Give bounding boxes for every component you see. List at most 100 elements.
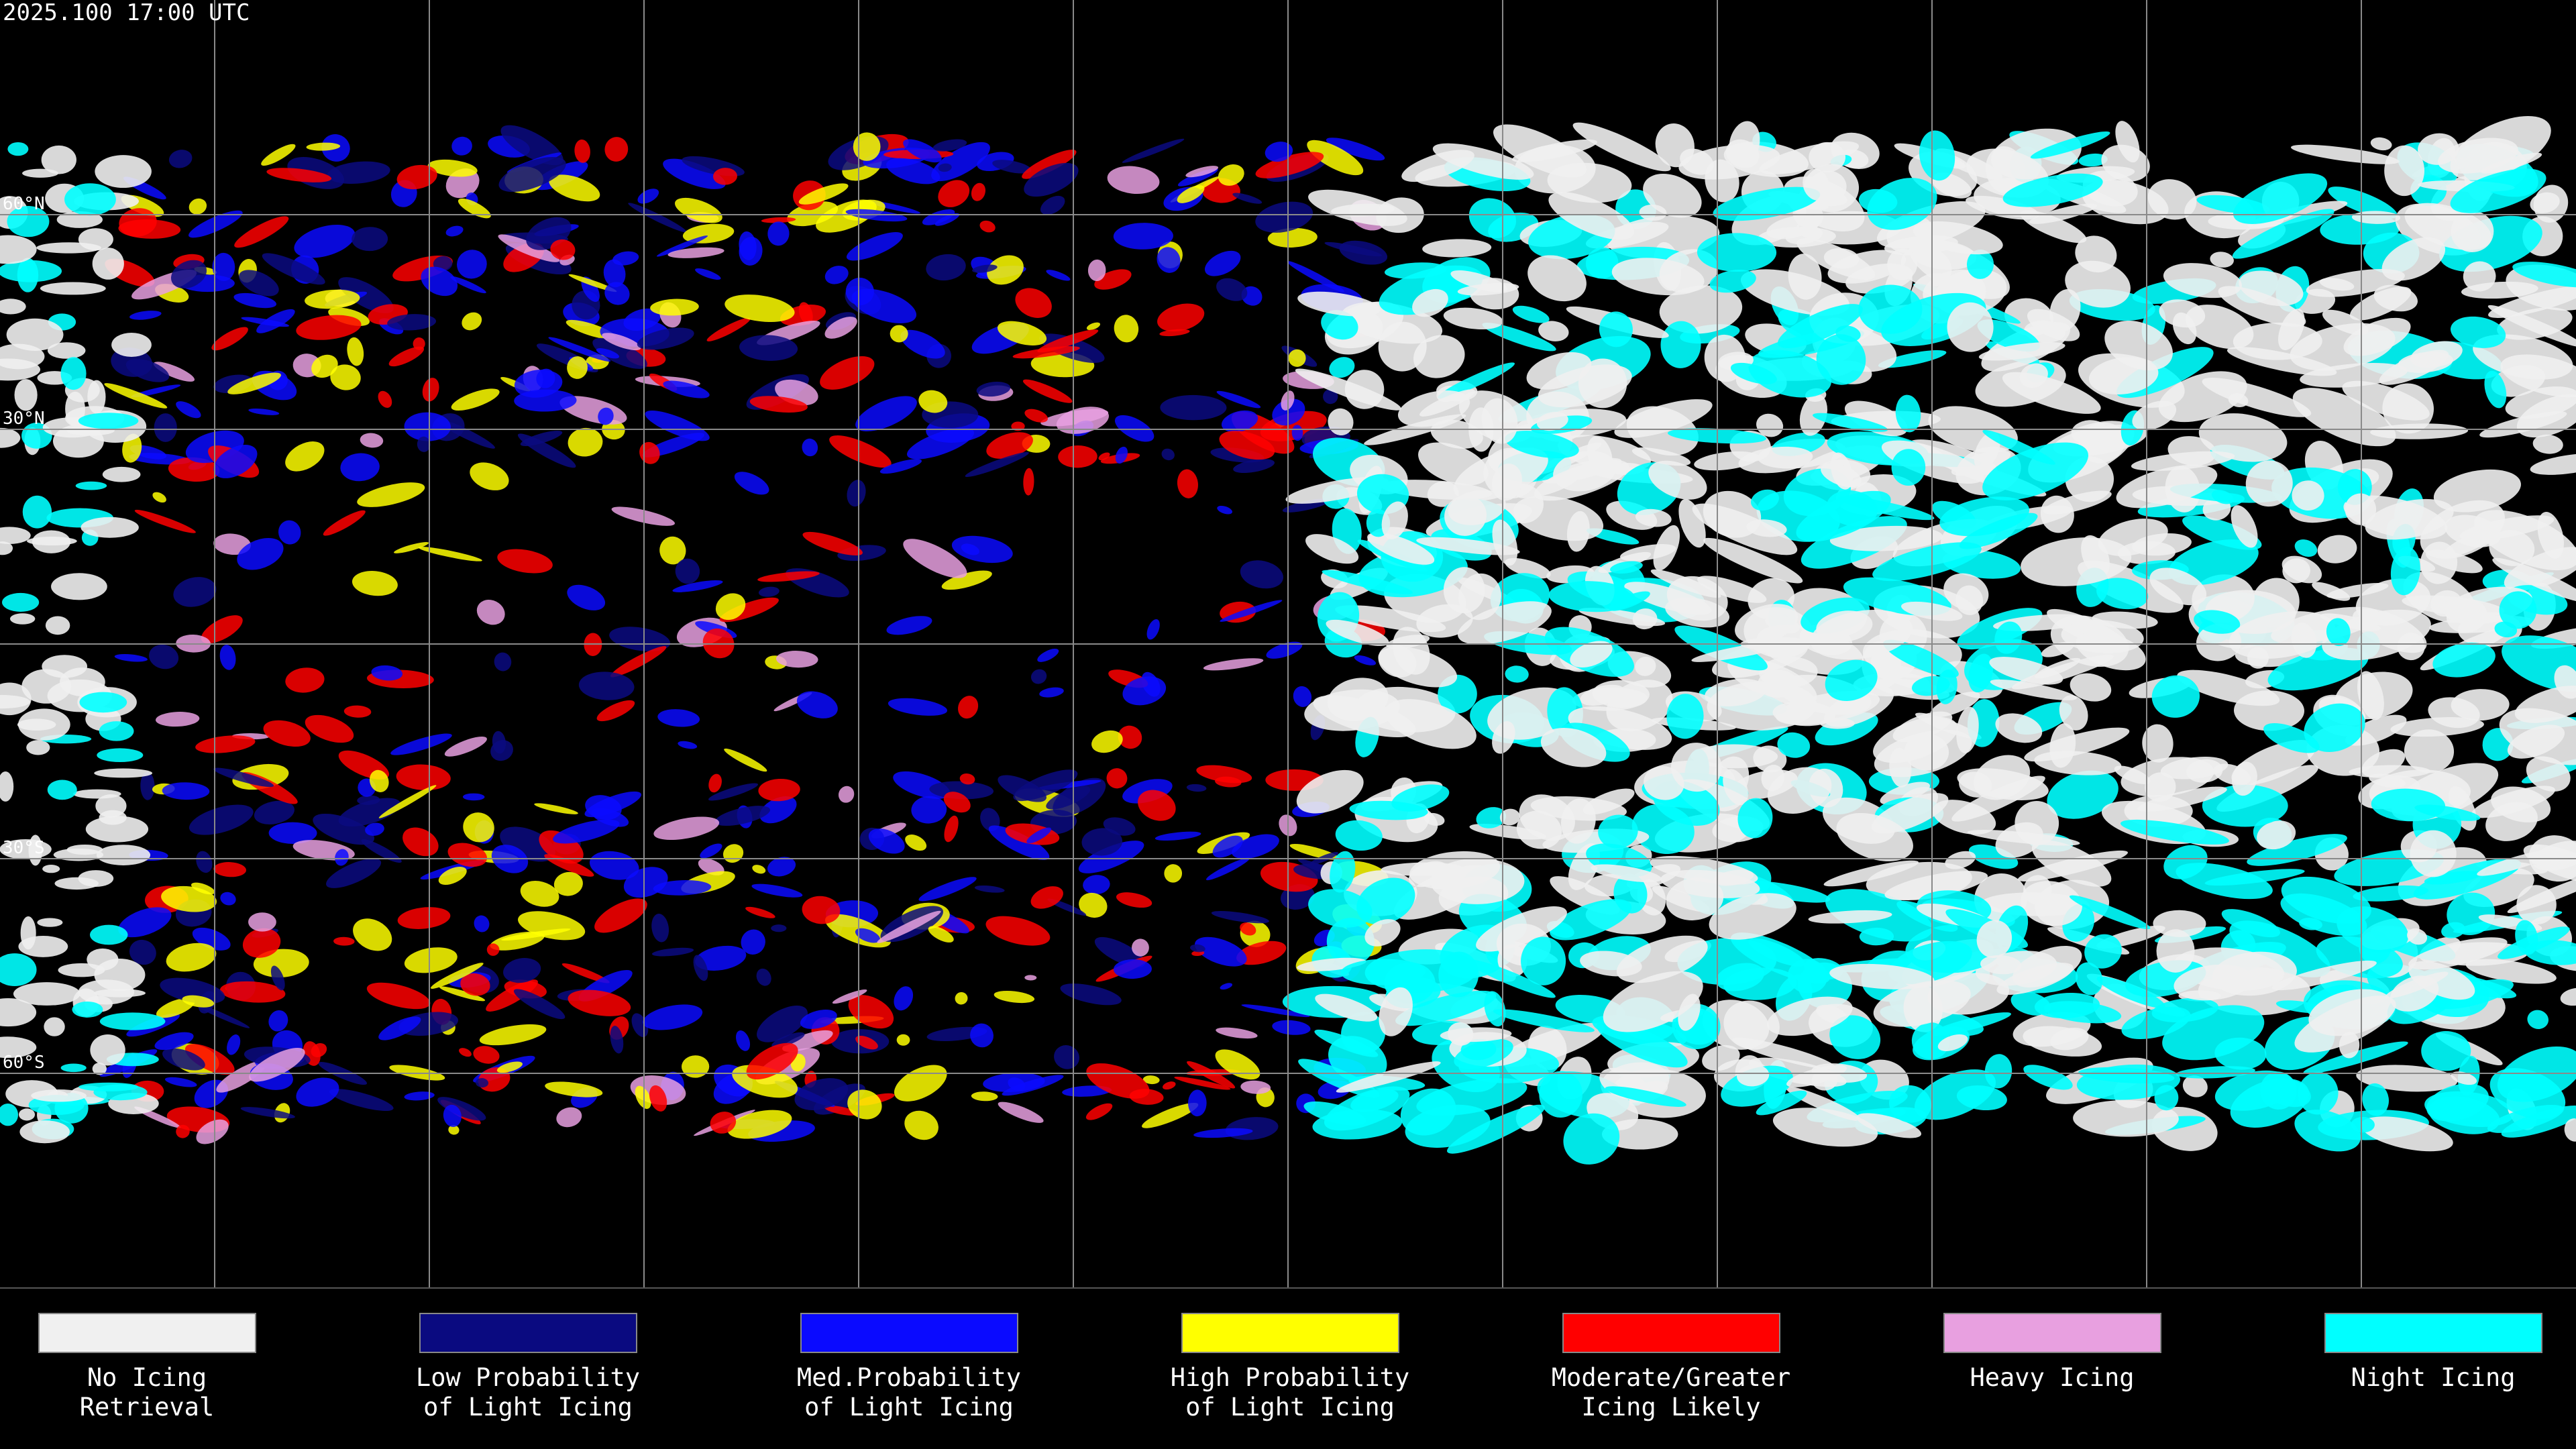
cloud-blob (653, 879, 712, 896)
cloud-blob (1835, 325, 1861, 342)
cloud-blob (1216, 390, 1261, 409)
cloud-blob (695, 945, 747, 971)
cloud-blob (1272, 1020, 1311, 1035)
cloud-blob (170, 260, 207, 289)
cloud-blob (1015, 288, 1052, 318)
cloud-blob (22, 495, 52, 529)
cloud-blob (1205, 857, 1250, 881)
cloud-blob (1012, 346, 1080, 359)
cloud-blob (1536, 412, 1568, 431)
cloud-blob (1364, 919, 1401, 947)
cloud-blob (1058, 445, 1097, 468)
cloud-blob (847, 480, 866, 507)
cloud-blob (1122, 676, 1167, 706)
cloud-blob (2002, 173, 2103, 207)
cloud-blob (1858, 284, 1923, 334)
cloud-blob (708, 783, 759, 801)
cloud-blob (457, 250, 487, 279)
cloud-blob (2047, 770, 2118, 819)
cloud-blob (659, 536, 686, 565)
cloud-blob (637, 189, 659, 204)
cloud-blob (102, 466, 141, 482)
cloud-blob (323, 510, 366, 536)
cloud-blob (155, 712, 200, 727)
cloud-blob (173, 577, 217, 607)
cloud-blob (1022, 150, 1077, 179)
cloud-blob (1354, 655, 1377, 665)
cloud-blob (213, 862, 246, 877)
cloud-blob (154, 413, 177, 442)
cloud-blob (2370, 423, 2469, 439)
cloud-blob (549, 174, 600, 202)
cloud-blob (2294, 539, 2318, 557)
cloud-blob (1947, 302, 1994, 352)
cloud-blob (28, 835, 43, 866)
cloud-blob (1914, 1069, 1996, 1120)
cloud-blob (417, 436, 431, 452)
cloud-blob (1379, 987, 1413, 1036)
cloud-blob (741, 929, 765, 955)
cloud-blob (2451, 1071, 2477, 1085)
cloud-blob (1753, 745, 1787, 773)
legend-swatch (1943, 1313, 2161, 1353)
cloud-blob (1538, 321, 1569, 341)
cloud-blob (1081, 828, 1123, 856)
cloud-blob (594, 898, 647, 933)
cloud-blob (2410, 341, 2463, 368)
cloud-blob (445, 225, 464, 237)
cloud-blob (1308, 889, 1373, 928)
cloud-blob (1859, 927, 1894, 946)
cloud-blob (2499, 591, 2537, 629)
cloud-blob (1303, 1101, 1366, 1126)
cloud-blob (389, 1065, 445, 1081)
cloud-blob (2115, 121, 2140, 163)
cloud-blob (1122, 138, 1185, 163)
cloud-blob (2450, 316, 2506, 348)
cloud-blob (2247, 834, 2347, 866)
cloud-blob (1705, 678, 1767, 706)
cloud-blob (751, 883, 803, 898)
cloud-blob (2174, 964, 2253, 1001)
cloud-blob (1874, 729, 1972, 777)
cloud-blob (1772, 1108, 1878, 1147)
cloud-blob (796, 691, 838, 718)
cloud-blob (675, 558, 700, 584)
legend-label: of Light Icing (1185, 1393, 1395, 1421)
cloud-blob (53, 848, 104, 861)
cloud-blob (1381, 501, 1408, 539)
cloud-blob (2499, 708, 2576, 765)
cloud-blob (553, 819, 620, 844)
cloud-blob (1193, 1128, 1253, 1138)
cloud-blob (1164, 864, 1183, 883)
cloud-blob (820, 356, 875, 390)
cloud-blob (798, 183, 849, 205)
cloud-blob (604, 137, 629, 162)
cloud-blob (1616, 935, 1708, 983)
cloud-blob (2421, 1031, 2471, 1071)
cloud-blob (900, 329, 945, 359)
cloud-blob (1674, 625, 1768, 671)
cloud-blob (567, 356, 588, 379)
cloud-blob (361, 839, 402, 863)
cloud-blob (149, 644, 179, 669)
cloud-blob (1666, 694, 1704, 739)
cloud-blob (2298, 1071, 2339, 1115)
cloud-blob (99, 721, 134, 741)
cloud-blob (1106, 768, 1128, 789)
cloud-blob (998, 1102, 1044, 1123)
cloud-blob (574, 139, 590, 163)
cloud-blob (2071, 420, 2108, 445)
cloud-blob (1491, 464, 1523, 501)
cloud-blob (1288, 349, 1306, 367)
cloud-blob (894, 1065, 947, 1102)
cloud-blob (911, 796, 947, 824)
cloud-blob (239, 270, 279, 297)
cloud-blob (306, 142, 341, 151)
cloud-blob (698, 858, 724, 875)
cloud-blob (1816, 610, 1873, 643)
cloud-blob (241, 317, 290, 327)
cloud-blob (736, 1030, 751, 1051)
cloud-blob (2232, 209, 2334, 259)
cloud-blob (1215, 1049, 1260, 1080)
